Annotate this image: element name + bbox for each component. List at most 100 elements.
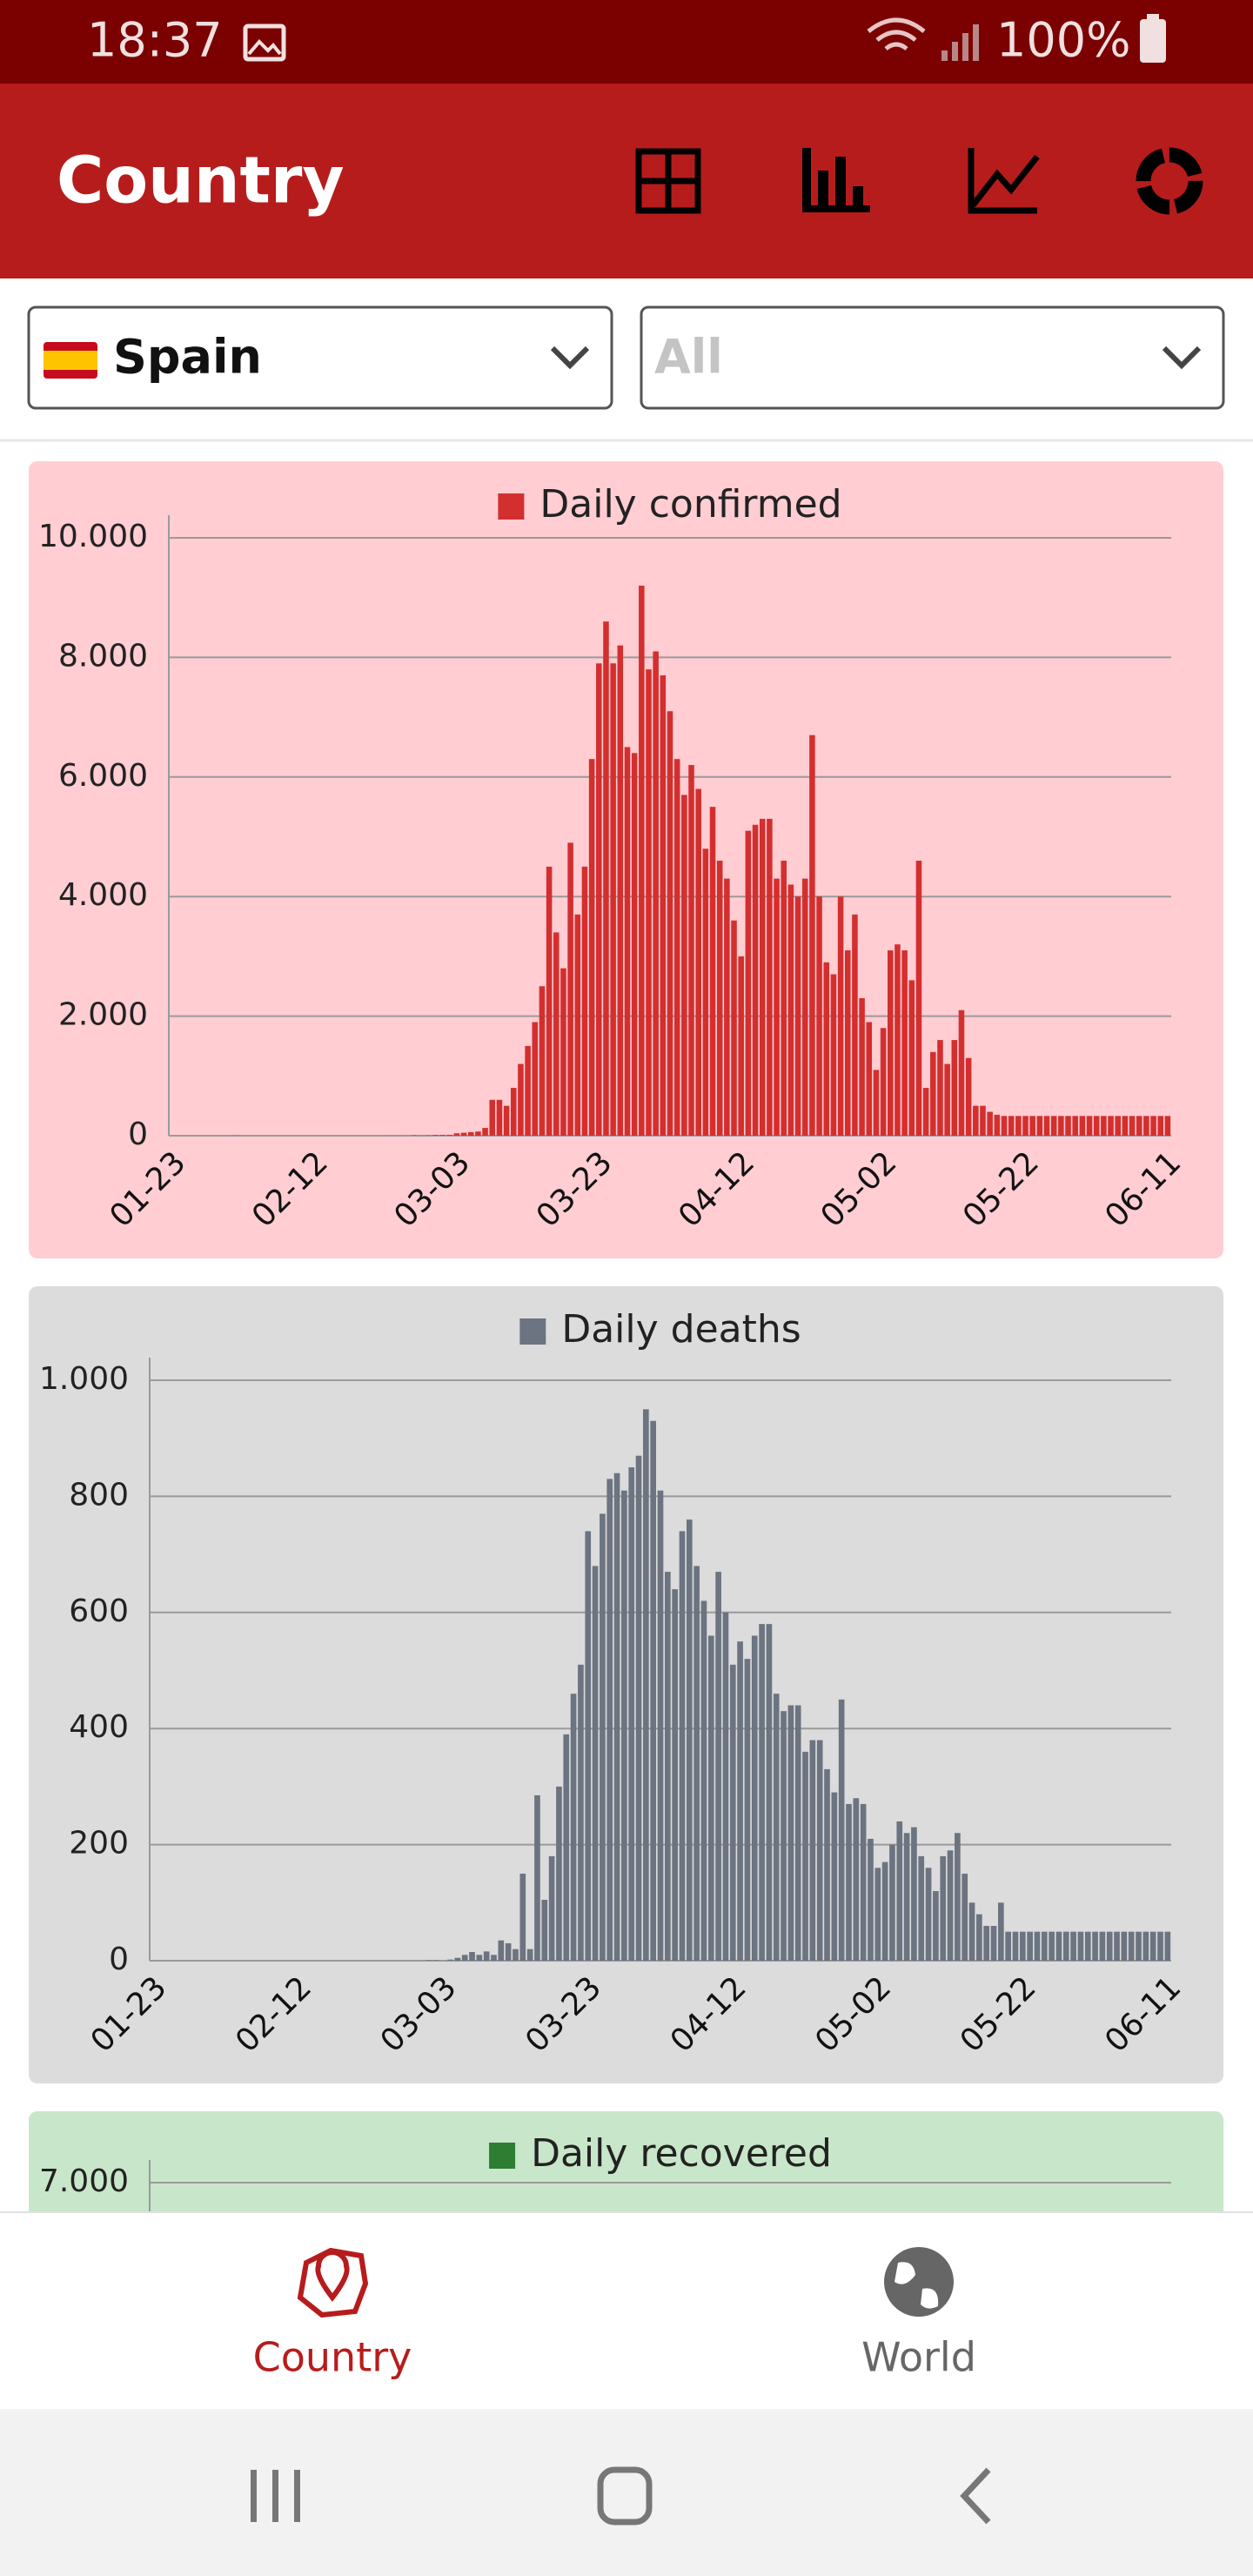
recents-button[interactable] — [251, 2470, 300, 2522]
bar — [955, 1833, 961, 1961]
bar — [650, 1420, 657, 1961]
filter-value: All — [654, 330, 723, 385]
bar — [987, 1111, 993, 1136]
table-view-button[interactable] — [635, 148, 701, 214]
bar — [1157, 1931, 1163, 1961]
bar — [1005, 1931, 1011, 1961]
bar — [968, 1902, 975, 1961]
bar — [925, 1868, 932, 1961]
bar — [585, 1531, 592, 1961]
bar — [628, 1467, 635, 1961]
bar — [621, 1490, 627, 1961]
bar — [503, 1105, 510, 1136]
bar — [548, 1855, 555, 1961]
bar — [933, 1890, 939, 1961]
gallery-icon — [243, 23, 286, 62]
bar — [600, 1513, 606, 1961]
country-dropdown[interactable]: Spain — [27, 305, 613, 410]
bar — [617, 645, 624, 1136]
bar — [686, 1519, 693, 1961]
bar — [802, 1751, 808, 1961]
bar — [980, 1105, 986, 1136]
bar — [643, 1409, 649, 1961]
bar — [773, 1694, 780, 1961]
bar — [781, 1711, 787, 1961]
filter-dropdown[interactable]: All — [640, 305, 1225, 410]
bar — [866, 1022, 873, 1136]
bar — [911, 1827, 917, 1961]
bar — [475, 1131, 481, 1136]
bar — [766, 1624, 773, 1961]
bar — [973, 1105, 979, 1136]
bar — [745, 830, 752, 1136]
legend-label: Daily confirmed — [539, 482, 841, 527]
bar — [592, 1566, 599, 1961]
bar — [1121, 1931, 1128, 1961]
y-tick-label: 800 — [69, 1477, 129, 1513]
bar — [853, 1798, 860, 1961]
bar — [759, 818, 766, 1136]
bar — [752, 824, 759, 1136]
bar — [881, 1862, 888, 1961]
bar — [476, 1955, 483, 1961]
bar — [781, 860, 787, 1136]
bar — [510, 1088, 517, 1136]
bar — [759, 1624, 765, 1961]
bar — [1029, 1116, 1035, 1136]
status-time: 18:37 — [87, 13, 223, 68]
y-tick-label: 8.000 — [58, 638, 148, 674]
bar — [744, 1659, 751, 1961]
bar — [672, 1589, 678, 1961]
bar — [432, 1135, 439, 1136]
bar — [1008, 1116, 1015, 1136]
bar — [1157, 1116, 1164, 1136]
bar — [901, 950, 908, 1136]
bar — [1142, 1931, 1149, 1961]
bar — [816, 896, 822, 1136]
bar — [1055, 1931, 1062, 1961]
bar-view-button[interactable] — [802, 148, 870, 212]
bar — [868, 1838, 874, 1961]
bar — [852, 914, 858, 1136]
bar — [1128, 1931, 1135, 1961]
bar — [461, 1955, 468, 1961]
pie-view-button[interactable] — [1136, 147, 1203, 215]
bar — [581, 866, 588, 1136]
y-tick-label: 400 — [69, 1709, 129, 1745]
bar — [646, 669, 652, 1136]
bar — [1065, 1116, 1071, 1136]
bar — [930, 1051, 936, 1136]
bar — [896, 1821, 903, 1961]
bar — [994, 1114, 1001, 1136]
bar — [816, 1740, 823, 1961]
bar — [1050, 1116, 1057, 1136]
back-button[interactable] — [960, 2467, 991, 2525]
bar — [491, 1955, 497, 1961]
bar — [903, 1833, 910, 1961]
line-view-button[interactable] — [968, 148, 1040, 214]
bar — [874, 1868, 881, 1961]
bar — [958, 1010, 965, 1136]
bar — [539, 986, 546, 1136]
bar — [1093, 1116, 1100, 1136]
bar — [709, 807, 716, 1136]
bar — [1072, 1116, 1078, 1136]
world-tab[interactable]: World — [861, 2247, 976, 2381]
bar — [574, 914, 581, 1136]
bar — [525, 1045, 531, 1136]
country-tab[interactable]: Country — [253, 2247, 412, 2381]
bar — [1049, 1931, 1055, 1961]
app-bar — [0, 84, 1253, 278]
battery-level: 100% — [996, 13, 1130, 68]
chevron — [550, 345, 590, 370]
bar — [1027, 1931, 1033, 1961]
home-button[interactable] — [597, 2466, 653, 2526]
bar — [794, 896, 801, 1136]
bar — [844, 950, 851, 1136]
bar — [556, 1786, 562, 1961]
bar — [532, 1022, 539, 1136]
bar — [983, 1925, 990, 1961]
bar — [688, 765, 694, 1136]
